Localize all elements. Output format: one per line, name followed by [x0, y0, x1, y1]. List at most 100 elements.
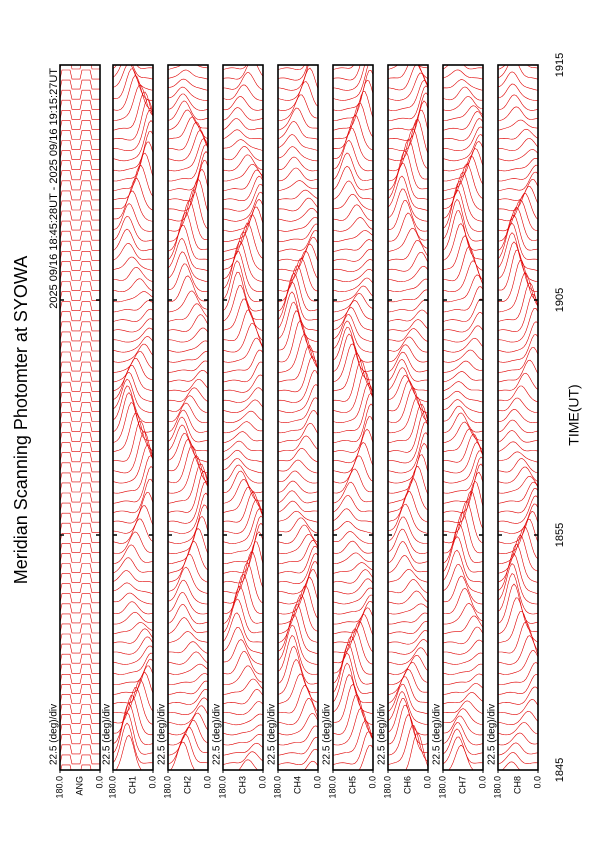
trace [113, 364, 153, 392]
trace [333, 540, 373, 554]
trace [168, 719, 208, 746]
trace [113, 84, 153, 121]
trace [333, 520, 373, 534]
trace [168, 237, 208, 271]
trace [388, 65, 428, 79]
trace [113, 266, 153, 282]
trace [113, 109, 153, 151]
trace [278, 480, 318, 494]
trace [223, 458, 263, 474]
trace [388, 309, 428, 322]
trace [388, 380, 428, 413]
trace [278, 207, 318, 222]
trace [443, 163, 483, 201]
trace [223, 387, 263, 403]
trace [278, 189, 318, 201]
trace [278, 447, 318, 463]
trace [333, 152, 373, 182]
trace [388, 612, 428, 625]
trace [443, 69, 483, 80]
trace [443, 96, 483, 111]
trace [333, 352, 373, 392]
trace [498, 451, 538, 463]
trace [168, 416, 208, 443]
trace [223, 470, 263, 494]
trace [388, 528, 428, 554]
trace [223, 154, 263, 172]
trace [333, 326, 373, 363]
trace [223, 440, 263, 453]
trace [168, 438, 208, 474]
trace [223, 107, 263, 121]
trace [278, 333, 318, 373]
trace [498, 597, 538, 635]
trace [498, 481, 538, 504]
trace [168, 631, 208, 644]
trace [60, 392, 100, 402]
trace [333, 628, 373, 665]
trace [333, 139, 373, 172]
trace [498, 534, 538, 574]
trace [498, 294, 538, 332]
trace [223, 285, 263, 322]
trace [498, 372, 538, 392]
trace [388, 397, 428, 434]
channel-name: CH1 [127, 776, 137, 794]
trace [498, 171, 538, 192]
trace [223, 449, 263, 463]
trace [333, 683, 373, 725]
trace [113, 582, 153, 594]
trace [113, 601, 153, 615]
trace [168, 604, 208, 625]
trace [333, 268, 373, 283]
y-tick-label: 180.0 [327, 776, 337, 799]
trace [388, 690, 428, 726]
trace [168, 340, 208, 353]
trace [223, 562, 263, 604]
trace [278, 10, 318, 50]
trace [333, 204, 373, 222]
trace [333, 65, 365, 91]
traces [443, 65, 483, 770]
trace [443, 433, 483, 463]
trace [278, 265, 318, 302]
trace [388, 252, 428, 272]
trace [113, 420, 153, 462]
panel-frame [59, 64, 101, 771]
trace [60, 79, 100, 90]
trace [498, 83, 538, 101]
trace [60, 482, 100, 493]
trace [223, 65, 247, 70]
trace [113, 695, 153, 736]
trace [60, 341, 100, 352]
trace [443, 450, 483, 484]
trace [223, 374, 263, 393]
trace [60, 361, 100, 372]
trace [223, 651, 263, 675]
trace [223, 742, 263, 756]
trace [278, 243, 318, 272]
trace [113, 687, 153, 725]
trace [278, 291, 318, 332]
trace [113, 385, 153, 423]
y-tick-label: 0.0 [367, 776, 377, 789]
trace [278, 301, 318, 343]
trace [168, 663, 208, 675]
trace [60, 230, 100, 241]
trace [223, 163, 263, 182]
trace [498, 441, 538, 452]
x-axis-label: TIME(UT) [566, 384, 582, 445]
trace [223, 129, 263, 140]
trace [278, 517, 318, 534]
trace [168, 151, 208, 192]
trace [278, 281, 318, 321]
trace [278, 65, 318, 91]
trace [443, 325, 483, 343]
trace [113, 343, 153, 363]
trace [113, 628, 153, 644]
trace [168, 705, 208, 726]
trace [388, 35, 428, 50]
trace [113, 679, 153, 714]
trace [168, 712, 208, 736]
